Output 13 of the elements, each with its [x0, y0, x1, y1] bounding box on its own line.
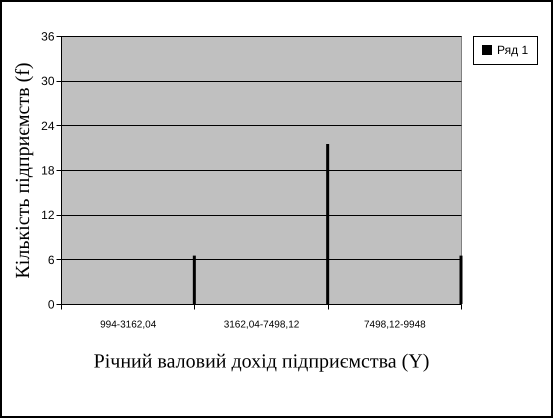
- y-tick-label: 24: [41, 118, 55, 133]
- y-tick-label: 30: [41, 74, 55, 88]
- y-tick-label: 36: [41, 30, 55, 44]
- y-tick-label: 18: [41, 164, 55, 178]
- x-axis-title: Річний валовий дохід підприємства (Y): [94, 350, 430, 372]
- x-tick-label: 3162,04-7498,12: [224, 320, 300, 330]
- y-tick-label: 12: [41, 208, 55, 222]
- x-tick-label: 994-3162,04: [100, 320, 157, 330]
- y-axis-title: Кількість підприємств (f): [12, 62, 34, 279]
- legend-label: Ряд 1: [497, 43, 528, 57]
- y-tick-label: 0: [48, 298, 55, 312]
- y-tick-label: 6: [48, 252, 55, 267]
- x-tick-label: 7498,12-9948: [364, 320, 426, 330]
